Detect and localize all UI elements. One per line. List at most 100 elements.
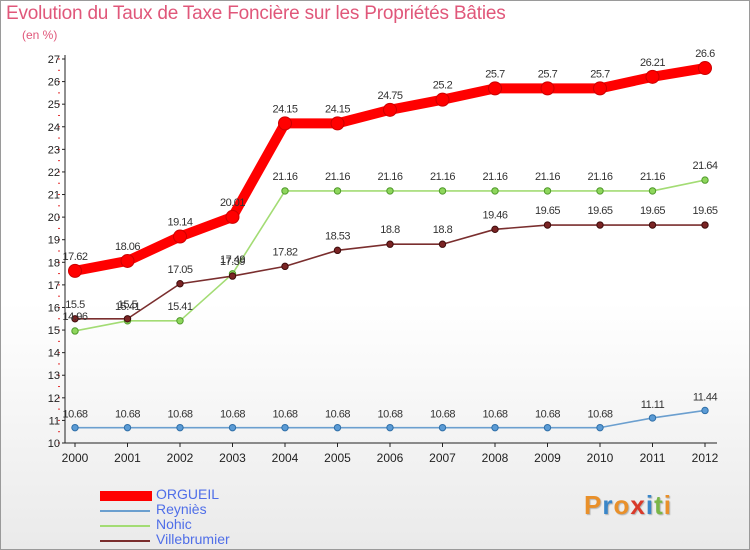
x-tick-label: 2007 [429,451,456,465]
data-label: 15.5 [118,299,138,311]
legend-label: Reyniès [156,501,207,517]
data-label: 21.16 [535,171,560,183]
data-label: 18.53 [325,230,350,242]
data-point [438,423,447,432]
data-label: 10.68 [430,409,455,421]
logo-letter: P [584,490,603,520]
data-point [648,187,657,195]
data-point [645,69,660,84]
data-label: 21.16 [272,171,297,183]
data-label: 25.7 [485,68,505,80]
data-label: 15.41 [167,301,192,313]
x-tick-label: 2012 [692,451,719,465]
data-label: 19.46 [482,209,507,221]
data-point [281,262,289,271]
data-label: 11.11 [641,399,665,411]
data-label: 10.68 [377,409,402,421]
data-label: 26.21 [640,57,665,69]
data-label: 21.16 [482,171,507,183]
x-tick-label: 2005 [324,451,351,465]
y-tick-label: 25 [48,99,60,111]
y-tick-label: 21 [48,190,60,202]
logo-letter: o [613,490,631,520]
data-label: 18.06 [115,241,140,253]
legend-swatch [100,491,152,501]
data-point [176,280,184,288]
proxiti-logo: Proxiti [584,490,672,521]
data-label: 25.7 [538,68,558,80]
logo-letter: i [645,490,655,520]
data-point [491,225,499,234]
logo-letter: t [654,490,664,520]
data-point [225,209,240,224]
data-label: 17.05 [167,264,192,276]
data-label: 21.16 [640,171,665,183]
data-point [435,92,450,107]
data-label: 17.39 [220,256,245,268]
y-tick-label: 12 [48,393,60,405]
data-point [648,414,657,422]
y-tick-label: 20 [48,212,60,224]
data-label: 10.68 [272,409,297,421]
data-label: 20.01 [220,197,245,209]
data-point [228,272,237,280]
data-point [488,81,502,96]
data-point [596,221,604,229]
data-label: 21.16 [587,171,612,183]
data-label: 25.2 [433,80,453,92]
data-point [596,423,604,432]
y-tick-label: 14 [48,348,60,360]
data-point [383,102,397,117]
x-tick-label: 2000 [62,451,89,465]
data-label: 10.68 [220,409,245,421]
y-tick-label: 26 [48,77,60,89]
data-label: 19.65 [587,205,612,217]
data-point [386,187,394,195]
data-label: 24.15 [325,103,350,115]
chart-title: Evolution du Taux de Taxe Foncière sur l… [6,3,506,24]
data-label: 26.6 [695,48,715,60]
x-tick-label: 2006 [377,451,404,465]
data-point [123,423,132,432]
data-label: 10.68 [62,409,87,421]
data-point [438,240,447,248]
data-label: 10.68 [535,409,560,421]
logo-letter: r [602,490,614,520]
data-point [71,423,79,432]
data-point [386,240,394,248]
x-tick-label: 2009 [534,451,561,465]
data-label: 19.65 [640,205,665,217]
data-label: 10.68 [115,409,140,421]
y-tick-label: 24 [48,122,60,134]
data-label: 10.68 [482,409,507,421]
y-tick-label: 11 [49,415,60,427]
data-point [698,61,712,76]
data-point [701,176,709,184]
data-label: 21.16 [430,171,455,183]
data-point [701,406,709,415]
y-tick-label: 17 [48,280,60,292]
data-point [176,423,184,432]
chart-subtitle: (en %) [22,28,58,42]
data-label: 14.96 [62,311,87,323]
data-label: 15.41 [115,301,140,313]
data-point [540,81,555,96]
data-label: 18.8 [380,224,400,236]
legend-label: Nohic [156,516,192,532]
data-label: 11.44 [693,391,718,403]
y-tick-label: 13 [48,370,60,382]
legend-swatch [100,510,150,512]
data-label: 19.14 [167,217,192,229]
data-label: 21.16 [377,171,402,183]
data-point [278,116,292,131]
x-tick-label: 2001 [114,451,141,465]
y-tick-label: 23 [48,144,60,156]
data-point [543,221,552,229]
data-point [648,221,657,229]
data-point [333,423,342,432]
data-label: 19.65 [535,205,560,217]
data-label: 17.62 [62,251,87,263]
data-point [68,263,82,278]
data-point [176,317,184,325]
data-point [123,315,132,323]
